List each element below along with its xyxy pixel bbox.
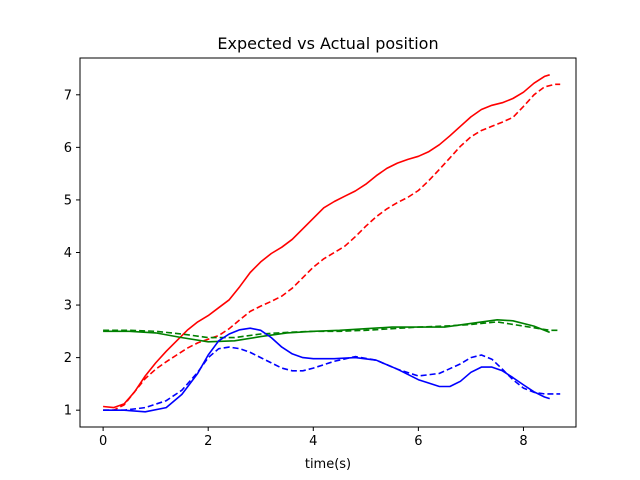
y-axis-ticks: 1 2 3 4 5 6 7 — [64, 88, 80, 419]
x-tick-label: 0 — [99, 434, 107, 449]
series-line-0 — [103, 74, 550, 409]
series-line-4 — [103, 327, 550, 413]
y-tick-label: 5 — [64, 193, 72, 208]
series-line-1 — [103, 83, 561, 411]
y-tick-label: 7 — [64, 88, 72, 103]
y-tick-label: 4 — [64, 246, 72, 261]
plot-frame — [79, 57, 577, 428]
series-line-5 — [103, 346, 561, 411]
y-tick-label: 3 — [64, 299, 72, 314]
y-tick-label: 2 — [64, 351, 72, 366]
y-tick-label: 6 — [64, 141, 72, 156]
series-line-2 — [103, 319, 550, 343]
x-tick-label: 4 — [309, 434, 317, 449]
x-axis-ticks: 0 2 4 6 8 — [99, 427, 528, 449]
series-line-3 — [103, 321, 561, 339]
chart-title: Expected vs Actual position — [217, 34, 438, 53]
x-tick-label: 2 — [204, 434, 212, 449]
series-layer — [103, 74, 561, 413]
x-axis-label: time(s) — [305, 457, 351, 472]
x-tick-label: 8 — [519, 434, 527, 449]
x-tick-label: 6 — [414, 434, 422, 449]
y-tick-label: 1 — [64, 404, 72, 419]
